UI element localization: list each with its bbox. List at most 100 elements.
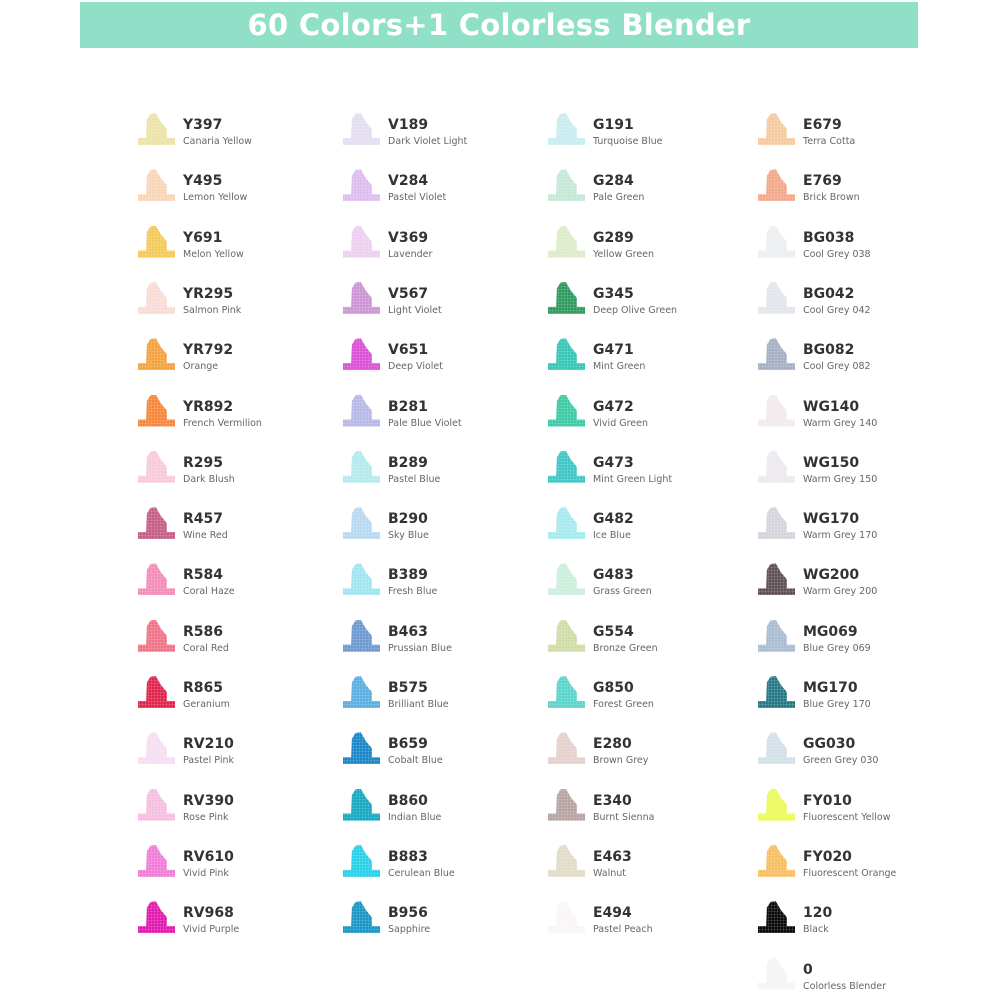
color-code: E494 [593,905,632,922]
color-name: Pastel Violet [388,192,447,204]
color-code: 0 [803,961,813,978]
color-item: V284 Pastel Violet [343,169,543,209]
marker-swatch-icon [758,507,795,540]
color-item: Y495 Lemon Yellow [138,169,338,209]
marker-swatch-icon [758,113,795,145]
color-item: R457 Wine Red [138,507,338,547]
color-name: Blue Grey 069 [803,642,871,654]
marker-swatch-icon [758,563,795,596]
marker-swatch-icon [343,225,380,258]
color-name: Cerulean Blue [388,867,455,879]
color-item: B956 Sapphire [343,901,543,941]
color-name: Warm Grey 170 [803,530,878,542]
marker-swatch-icon [548,338,585,371]
color-item: G345 Deep Olive Green [548,281,748,322]
marker-swatch-icon [758,281,795,314]
color-code: G472 [593,398,634,415]
color-item: Y397 Canaria Yellow [138,113,338,153]
color-name: Indian Blue [388,811,442,823]
marker-swatch-icon [138,281,175,314]
marker-swatch-icon [138,450,175,483]
marker-swatch-icon [343,901,380,934]
marker-swatch-icon [138,169,175,202]
marker-swatch-icon [548,450,585,483]
color-name: Colorless Blender [803,980,887,992]
color-name: Terra Cotta [803,136,856,147]
color-name: Pale Blue Violet [388,417,462,429]
color-item: B575 Brilliant Blue [343,676,543,716]
color-item: R584 Coral Haze [138,563,338,603]
color-code: E769 [803,173,842,190]
color-code: FY020 [803,848,852,865]
color-name: Light Violet [388,304,442,316]
color-name: Brilliant Blue [388,699,449,710]
color-code: YR295 [183,285,234,302]
color-name: Wine Red [183,530,228,542]
color-code: B575 [388,680,428,696]
color-name: Warm Grey 200 [803,586,878,598]
color-item: G482 Ice Blue [548,507,748,547]
marker-swatch-icon [138,225,175,258]
marker-swatch-icon [758,788,795,821]
color-item: V567 Light Violet [343,281,543,322]
color-item: WG170 Warm Grey 170 [758,507,958,547]
marker-swatch-icon [138,732,175,765]
color-item: E679 Terra Cotta [758,113,958,153]
color-item: G554 Bronze Green [548,619,748,660]
color-name: Blue Grey 170 [803,699,871,710]
color-name: Coral Haze [183,586,235,598]
color-item: G191 Turquoise Blue [548,113,748,153]
marker-swatch-icon [138,619,175,652]
color-name: Deep Olive Green [593,304,678,316]
color-code: V189 [388,117,429,133]
color-name: Mint Green Light [593,473,673,485]
color-item: BG082 Cool Grey 082 [758,338,958,378]
marker-swatch-icon [758,619,795,652]
color-name: Geranium [183,699,230,710]
color-item: WG140 Warm Grey 140 [758,394,958,435]
color-item: B389 Fresh Blue [343,563,543,603]
color-name: Melon Yellow [183,248,244,260]
marker-swatch-icon [343,844,380,877]
color-name: Pastel Peach [593,924,653,936]
marker-swatch-icon [548,225,585,258]
color-code: G471 [593,342,634,359]
color-name: Pale Green [593,192,645,204]
marker-swatch-icon [548,169,585,202]
marker-swatch-icon [138,788,175,821]
marker-swatch-icon [138,844,175,877]
marker-swatch-icon [343,169,380,202]
header-banner: 60 Colors+1 Colorless Blender [80,2,918,48]
color-item: YR892 French Vermilion [138,394,338,435]
color-code: R457 [183,511,224,528]
color-item: R586 Coral Red [138,619,338,660]
color-name: Fresh Blue [388,586,438,598]
color-code: V284 [388,173,429,190]
marker-swatch-icon [548,281,585,314]
color-item: YR792 Orange [138,338,338,378]
color-item: R295 Dark Blush [138,450,338,491]
marker-swatch-icon [343,563,380,596]
color-name: Forest Green [593,699,654,710]
color-item: 120 Black [758,901,958,941]
color-item: GG030 Green Grey 030 [758,732,958,772]
color-name: Grass Green [593,586,652,598]
color-code: E280 [593,736,632,753]
color-code: R865 [183,680,224,696]
color-item: V189 Dark Violet Light [343,113,543,153]
marker-swatch-icon [548,676,585,708]
color-name: Lemon Yellow [183,192,248,204]
color-name: Coral Red [183,642,229,654]
color-item: B463 Prussian Blue [343,619,543,660]
color-code: B463 [388,623,428,640]
color-name: Salmon Pink [183,304,242,316]
marker-swatch-icon [138,394,175,427]
color-name: Orange [183,361,219,373]
color-code: B289 [388,454,428,471]
color-code: RV968 [183,905,234,922]
marker-swatch-icon [548,563,585,596]
color-code: E340 [593,792,632,809]
marker-swatch-icon [758,901,795,934]
color-code: G473 [593,454,634,471]
color-item: YR295 Salmon Pink [138,281,338,322]
